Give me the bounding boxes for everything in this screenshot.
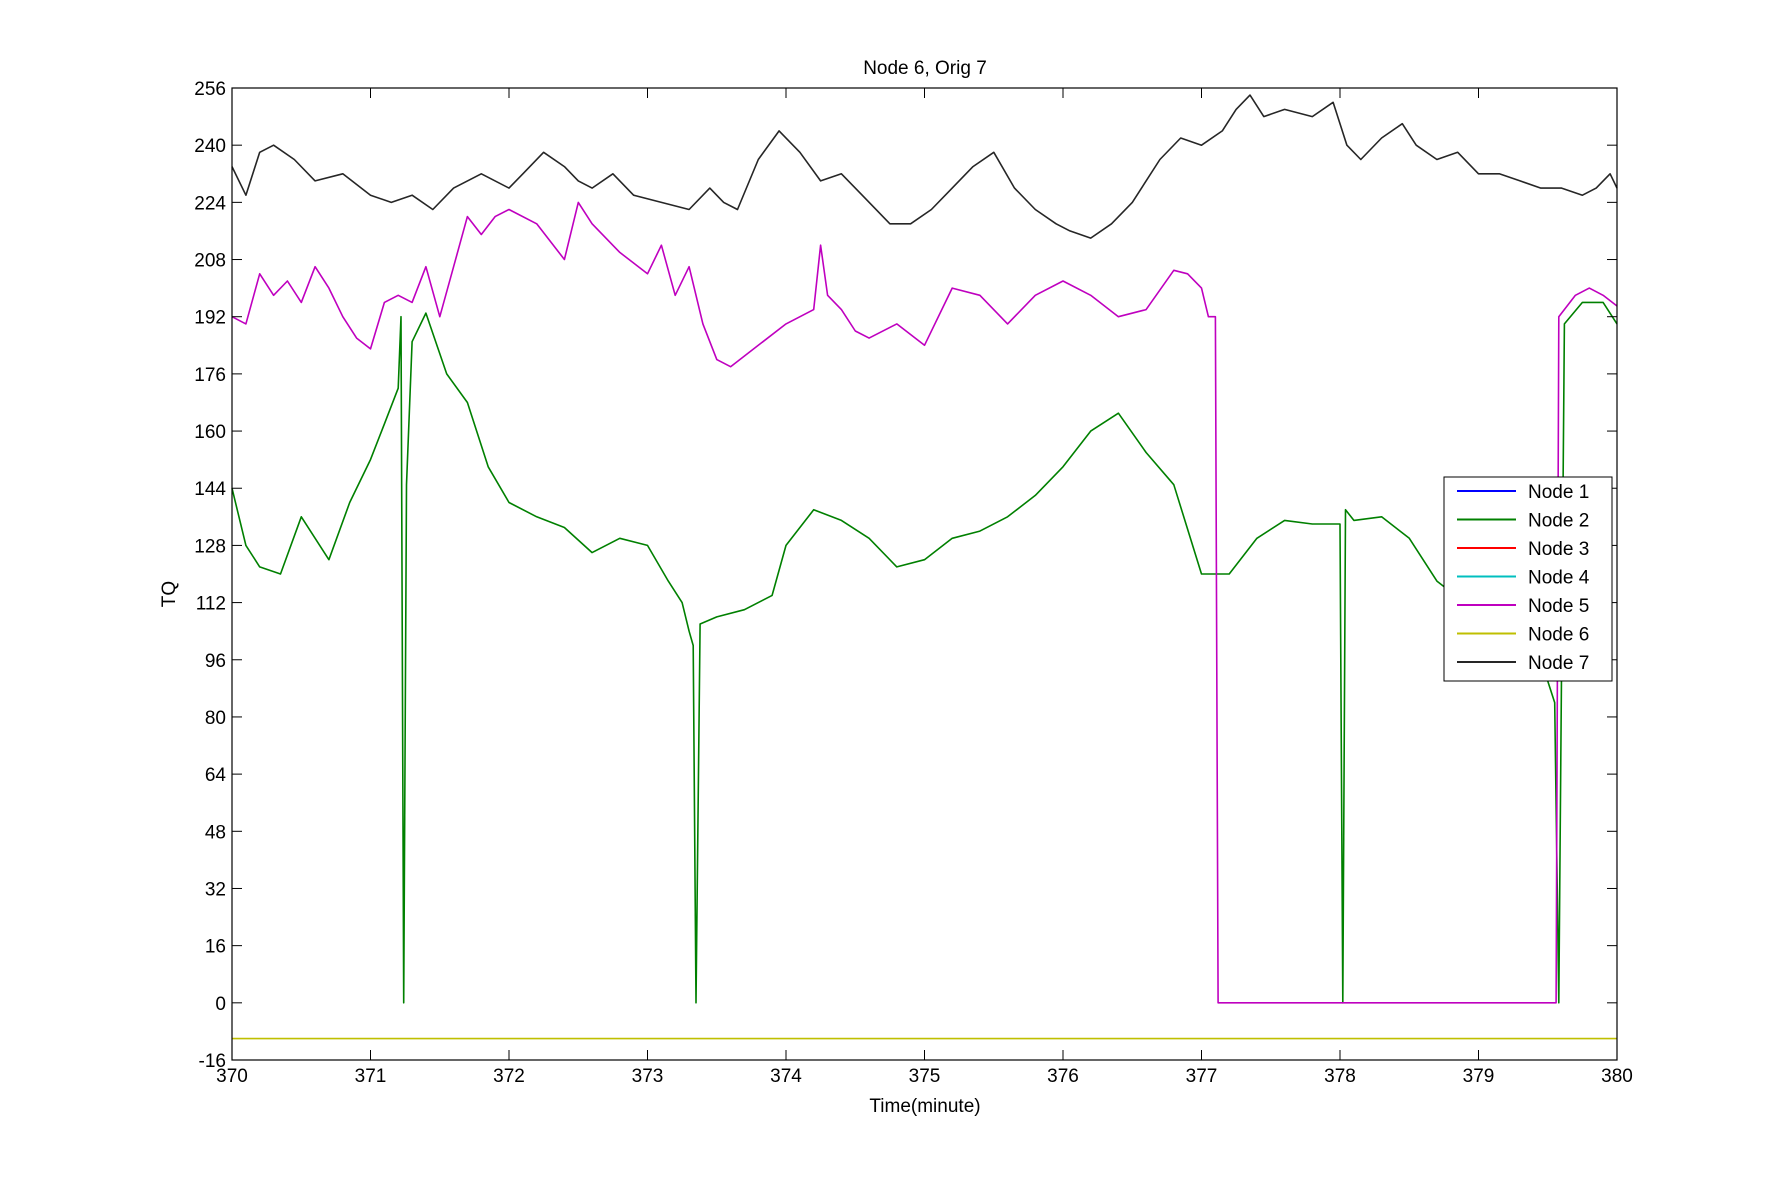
x-axis-label: Time(minute) — [869, 1096, 980, 1117]
y-tick-label: 96 — [205, 651, 226, 672]
legend-label-node-2: Node 2 — [1528, 511, 1589, 532]
legend[interactable]: Node 1 Node 2 Node 3 Node 4 Node 5 Node 6 Node… — [1443, 476, 1613, 682]
y-axis-label: TQ — [159, 581, 180, 607]
legend-label-node-1: Node 1 — [1528, 482, 1589, 503]
y-tick-label: 176 — [194, 365, 226, 386]
y-tick-label: 256 — [194, 79, 226, 100]
legend-label-node-3: Node 3 — [1528, 539, 1589, 560]
y-tick-label: 208 — [194, 251, 226, 272]
series-line-node-7 — [231, 94, 1618, 239]
x-tick-label: 378 — [1324, 1066, 1356, 1087]
series-line-node-2 — [231, 301, 1618, 1004]
x-tick-label: 379 — [1463, 1066, 1495, 1087]
y-tick-label: 112 — [196, 594, 226, 615]
x-tick-label: 377 — [1186, 1066, 1218, 1087]
x-tick-label: 376 — [1047, 1066, 1079, 1087]
y-tick-label: 64 — [205, 765, 227, 786]
x-tick-label: 370 — [216, 1066, 248, 1087]
y-tick-label: 16 — [205, 937, 226, 958]
y-tick-label: 48 — [205, 822, 226, 843]
y-tick-label: 32 — [205, 879, 226, 900]
plot-background — [232, 88, 1617, 1060]
legend-label-node-6: Node 6 — [1528, 625, 1589, 646]
x-tick-label: 380 — [1601, 1066, 1633, 1087]
plot-area — [231, 88, 1618, 1060]
y-tick-label: 128 — [194, 536, 226, 557]
y-tick-label: 224 — [194, 193, 226, 214]
y-tick-label: 240 — [194, 136, 226, 157]
y-tick-label: 0 — [215, 994, 226, 1015]
axes: 370 371 372 373 374 375 376 377 378 379 380 -16 0 16 3… — [194, 79, 1633, 1087]
legend-label-node-7: Node 7 — [1528, 653, 1589, 674]
legend-label-node-4: Node 4 — [1528, 568, 1590, 589]
x-tick-label: 374 — [770, 1066, 802, 1087]
chart-title: Node 6, Orig 7 — [863, 58, 987, 79]
y-tick-label: 144 — [194, 479, 226, 500]
y-tick-label: 160 — [194, 422, 226, 443]
y-tick-label: 192 — [194, 308, 226, 329]
legend-label-node-5: Node 5 — [1528, 596, 1589, 617]
series-line-node-5 — [231, 201, 1618, 1004]
x-tick-label: 375 — [909, 1066, 941, 1087]
x-tick-label: 373 — [632, 1066, 664, 1087]
legend-box — [1443, 476, 1613, 682]
y-tick-label: 80 — [205, 708, 226, 729]
y-tick-label: -16 — [199, 1051, 226, 1072]
x-tick-label: 371 — [355, 1066, 387, 1087]
x-tick-label: 372 — [493, 1066, 525, 1087]
